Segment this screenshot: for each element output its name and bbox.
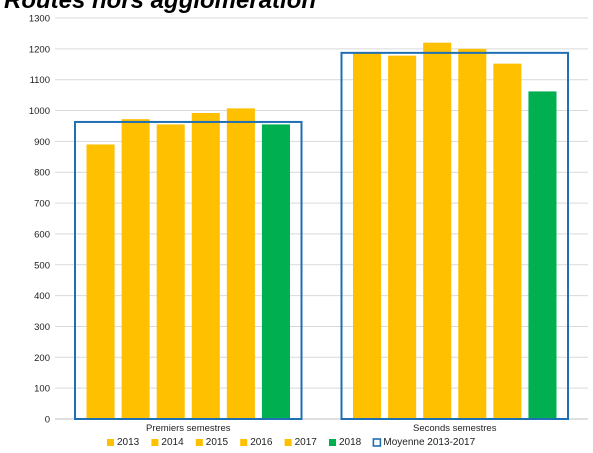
bar-2015-2 xyxy=(423,42,452,420)
category-label: Seconds semestres xyxy=(413,423,497,434)
bar-2017-2 xyxy=(493,63,522,419)
bar-2014-2 xyxy=(388,55,417,419)
y-tick-label: 0 xyxy=(45,415,50,426)
bar-2013-2 xyxy=(353,53,382,419)
legend-label: 2013 xyxy=(117,437,140,448)
y-tick-label: 600 xyxy=(34,229,50,240)
y-tick-label: 900 xyxy=(34,137,50,148)
legend-label: 2014 xyxy=(161,437,184,448)
y-tick-label: 400 xyxy=(34,291,50,302)
category-label: Premiers semestres xyxy=(146,423,231,434)
y-tick-label: 1100 xyxy=(30,75,50,86)
legend-swatch-2018 xyxy=(329,439,336,446)
y-tick-label: 100 xyxy=(34,384,50,395)
legend-swatch-2014 xyxy=(151,439,159,446)
bar-2014-1 xyxy=(121,119,150,419)
legend-label: 2018 xyxy=(339,437,362,448)
bar-2017-1 xyxy=(226,108,255,419)
y-tick-label: 500 xyxy=(34,260,50,271)
y-tick-label: 200 xyxy=(34,353,50,364)
bar-2013-1 xyxy=(86,144,115,419)
average-box-2 xyxy=(340,51,569,421)
y-tick-label: 300 xyxy=(34,322,50,333)
legend-label: Moyenne 2013-2017 xyxy=(383,437,475,448)
legend-swatch-average xyxy=(372,438,382,447)
bar-2018-1 xyxy=(261,124,290,420)
y-tick-label: 800 xyxy=(34,168,50,179)
y-tick-label: 1200 xyxy=(29,44,50,55)
y-tick-label: 1000 xyxy=(29,106,50,117)
bar-2016-2 xyxy=(458,48,487,419)
y-tick-label: 700 xyxy=(34,199,50,210)
bar-2016-1 xyxy=(191,113,220,419)
legend-swatch-2016 xyxy=(240,439,248,446)
legend-swatch-2015 xyxy=(195,439,203,446)
legend-label: 2016 xyxy=(250,437,273,448)
legend-label: 2015 xyxy=(206,437,229,448)
legend-label: 2017 xyxy=(295,437,318,448)
average-box-1 xyxy=(74,120,303,420)
y-tick-label: 1300 xyxy=(29,14,50,25)
legend-swatch-2013 xyxy=(107,439,114,446)
legend-swatch-2017 xyxy=(284,439,292,446)
bar-2018-2 xyxy=(528,91,557,419)
bar-2015-1 xyxy=(156,124,185,420)
chart-title: Routes hors agglomération xyxy=(4,0,317,14)
